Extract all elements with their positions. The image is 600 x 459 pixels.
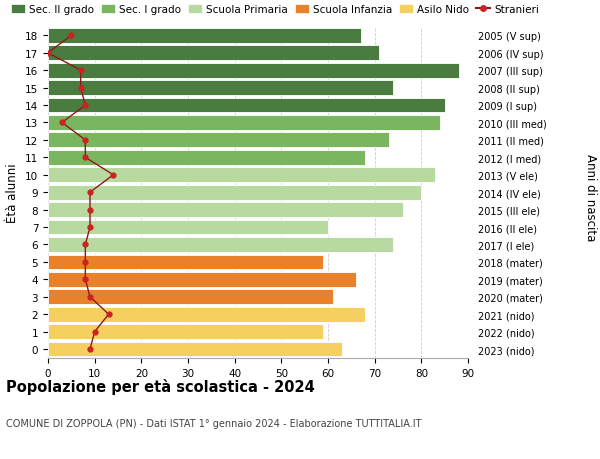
Text: Popolazione per età scolastica - 2024: Popolazione per età scolastica - 2024 xyxy=(6,379,315,395)
Bar xyxy=(48,29,361,44)
Bar xyxy=(48,133,389,148)
Bar xyxy=(48,238,394,252)
Bar xyxy=(48,342,342,357)
Bar xyxy=(48,272,356,287)
Bar xyxy=(48,220,328,235)
Y-axis label: Ètà alunni: Ètà alunni xyxy=(7,163,19,223)
Bar xyxy=(48,116,440,131)
Text: Anni di nascita: Anni di nascita xyxy=(584,154,597,241)
Bar xyxy=(48,255,323,270)
Bar xyxy=(48,46,379,61)
Bar xyxy=(48,290,332,304)
Bar xyxy=(48,307,365,322)
Text: COMUNE DI ZOPPOLA (PN) - Dati ISTAT 1° gennaio 2024 - Elaborazione TUTTITALIA.IT: COMUNE DI ZOPPOLA (PN) - Dati ISTAT 1° g… xyxy=(6,418,421,428)
Bar xyxy=(48,203,403,218)
Bar xyxy=(48,151,365,165)
Bar xyxy=(48,64,458,78)
Bar xyxy=(48,81,394,96)
Legend: Sec. II grado, Sec. I grado, Scuola Primaria, Scuola Infanzia, Asilo Nido, Stran: Sec. II grado, Sec. I grado, Scuola Prim… xyxy=(11,5,539,15)
Bar xyxy=(48,325,323,339)
Bar xyxy=(48,185,421,200)
Bar xyxy=(48,98,445,113)
Bar xyxy=(48,168,436,183)
